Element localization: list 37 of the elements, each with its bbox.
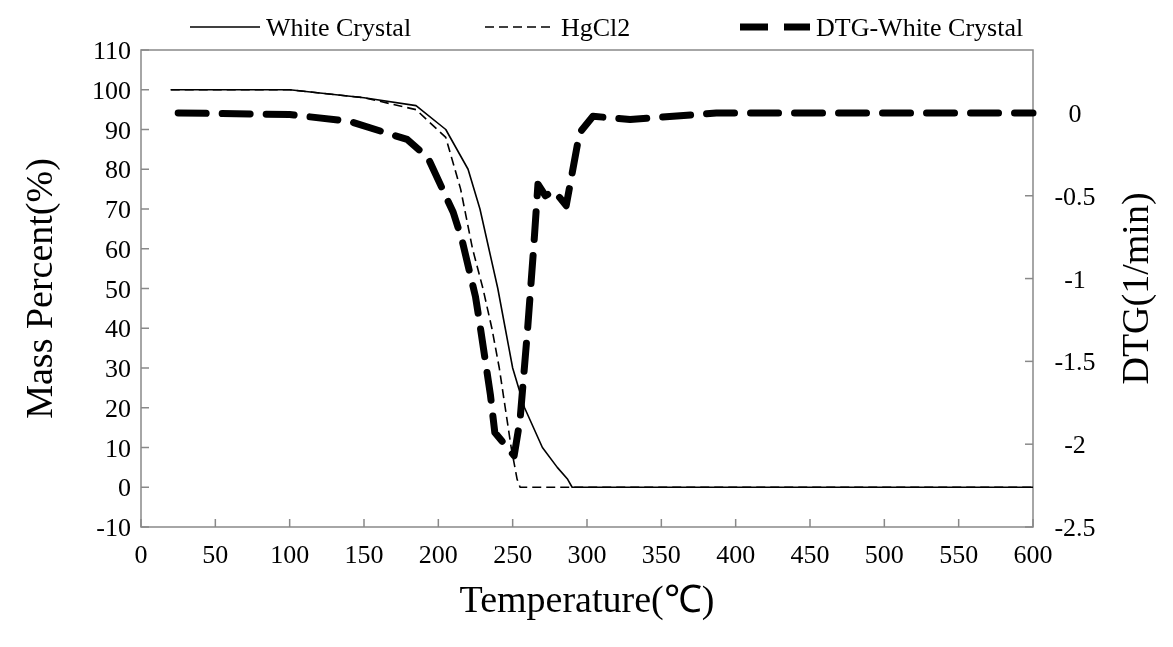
y-tick-label: 50	[105, 274, 131, 304]
y2-tick-label: -2	[1064, 430, 1086, 460]
x-tick-label: 250	[493, 540, 533, 569]
legend-label: White Crystal	[266, 13, 412, 43]
x-tick-label: 150	[344, 540, 384, 569]
x-tick-label: 450	[790, 540, 830, 569]
x-tick-label: 350	[641, 540, 681, 569]
y-tick-label: 80	[105, 155, 131, 185]
y-tick-label: 110	[92, 36, 131, 66]
y2-tick-label: -0.5	[1054, 181, 1096, 211]
x-tick-label: 200	[418, 540, 458, 569]
x-axis-title: Temperature(℃)	[459, 578, 715, 621]
y2-tick-label: -1.5	[1054, 347, 1096, 377]
x-tick-label: 600	[1013, 540, 1053, 569]
y-tick-label: 20	[105, 393, 131, 423]
y2-tick-label: -1	[1064, 264, 1086, 294]
y-tick-label: 40	[105, 314, 131, 344]
y-tick-label: 60	[105, 234, 131, 264]
x-tick-label: 500	[864, 540, 904, 569]
y-tick-label: 30	[105, 354, 131, 384]
y-tick-label: 100	[92, 75, 131, 105]
x-tick-label: 550	[939, 540, 979, 569]
y2-axis-title: DTG(1/min)	[1114, 192, 1157, 385]
x-tick-label: 50	[202, 540, 229, 569]
y-tick-label: 0	[118, 473, 131, 503]
y-axis-title: Mass Percent(%)	[18, 158, 61, 419]
x-tick-label: 300	[567, 540, 607, 569]
x-tick-label: 400	[716, 540, 756, 569]
legend-label: DTG-White Crystal	[816, 13, 1024, 43]
y2-tick-label: 0	[1068, 99, 1082, 129]
y-tick-label: 70	[105, 195, 131, 225]
y-tick-label: 90	[105, 115, 131, 145]
legend-label: HgCl2	[561, 13, 631, 43]
x-tick-label: 100	[270, 540, 310, 569]
y-tick-label: 10	[105, 433, 131, 463]
y-tick-label: -10	[96, 513, 131, 543]
y2-tick-label: -2.5	[1054, 513, 1096, 543]
